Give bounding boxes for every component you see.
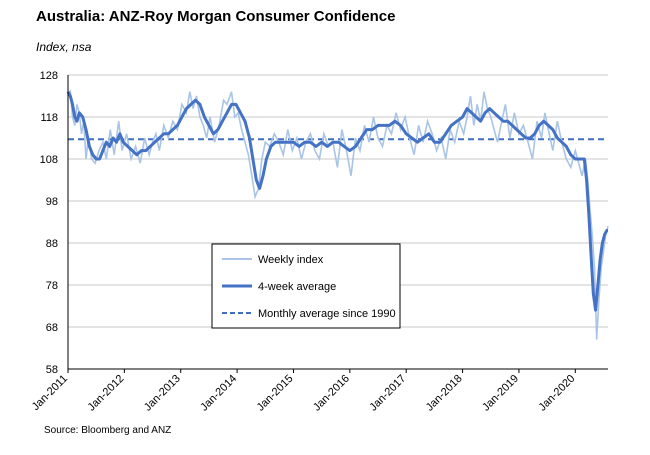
x-tick-label: Jan-2013 [142, 373, 183, 414]
source-note: Source: Bloomberg and ANZ [44, 425, 172, 436]
axes [67, 75, 608, 370]
x-tick-label: Jan-2017 [367, 373, 408, 414]
x-tick-label: Jan-2018 [424, 373, 465, 414]
series-lines [66, 89, 609, 340]
y-axis-ticks: 58 68 78 88 98 108 118 128 [40, 70, 58, 376]
x-tick-label: Jan-2015 [255, 373, 296, 414]
y-tick-label: 88 [46, 238, 58, 250]
y-tick-label: 98 [46, 196, 58, 208]
legend-label-weekly: Weekly index [258, 254, 324, 266]
chart-title: Australia: ANZ-Roy Morgan Consumer Confi… [36, 8, 396, 25]
y-tick-label: 78 [46, 280, 58, 292]
legend-label-4week: 4-week average [258, 281, 336, 293]
x-tick-label: Jan-2020 [537, 373, 578, 414]
x-tick-label: Jan-2011 [30, 373, 70, 413]
y-tick-label: 58 [46, 364, 58, 376]
legend-label-monthly: Monthly average since 1990 [258, 308, 396, 320]
y-tick-label: 128 [40, 70, 58, 82]
x-tick-label: Jan-2014 [198, 373, 239, 414]
x-axis-ticks: Jan-2011 Jan-2012 Jan-2013 Jan-2014 Jan-2015… [30, 369, 578, 414]
y-tick-label: 108 [40, 154, 58, 166]
x-tick-label: Jan-2012 [86, 373, 127, 414]
x-tick-label: Jan-2016 [311, 373, 352, 414]
x-tick-label: Jan-2019 [480, 373, 521, 414]
series-line-4-week-average [66, 91, 609, 312]
y-axis-unit-label: Index, nsa [36, 40, 92, 54]
y-tick-label: 68 [46, 322, 58, 334]
gridlines [68, 74, 608, 328]
legend: Weekly index 4-week average Monthly aver… [211, 243, 401, 329]
y-tick-label: 118 [40, 112, 58, 124]
